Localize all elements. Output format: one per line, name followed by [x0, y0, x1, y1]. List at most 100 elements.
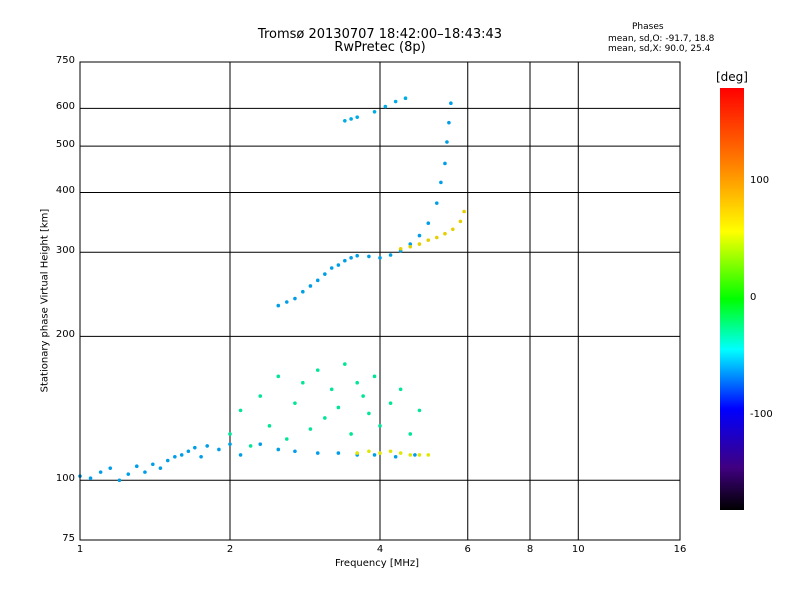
data-point [323, 272, 327, 276]
colorbar-tick-label: 0 [750, 292, 757, 303]
x-tick-label: 2 [226, 544, 234, 555]
data-point [173, 454, 177, 459]
data-point [417, 242, 422, 246]
data-point [267, 424, 272, 428]
data-point [439, 180, 443, 185]
data-point [398, 246, 403, 251]
data-point [388, 401, 393, 405]
colorbar-tick-label: -100 [750, 409, 773, 421]
y-tick-label: 600 [55, 101, 75, 113]
chart-title: Tromsø 20130707 18:42:00–18:43:43 [257, 27, 503, 42]
y-tick-label: 75 [62, 533, 75, 544]
data-point [355, 115, 359, 119]
data-point [349, 256, 353, 260]
data-point [276, 374, 281, 379]
colorbar [720, 88, 744, 510]
data-point [367, 449, 371, 454]
data-point [276, 303, 281, 308]
data-point [193, 445, 197, 450]
data-point [308, 427, 313, 431]
stats-title: Phases [632, 22, 664, 32]
data-point [355, 253, 359, 258]
data-point [343, 362, 347, 366]
data-point [284, 437, 289, 441]
data-point [228, 432, 232, 436]
data-point [108, 466, 113, 470]
data-point [217, 447, 221, 452]
data-point [398, 451, 403, 455]
data-point [449, 101, 453, 105]
data-point [293, 296, 297, 301]
data-point [186, 449, 191, 454]
data-point [308, 284, 313, 288]
x-axis-label: Frequency [MHz] [335, 558, 420, 569]
y-tick-label: 750 [55, 55, 75, 66]
data-point [378, 451, 382, 455]
data-point [413, 453, 417, 457]
data-point [447, 120, 451, 125]
data-point [179, 453, 184, 457]
data-point [329, 387, 334, 392]
stats-x-mode: mean, sd,X: 90.0, 25.4 [608, 44, 711, 54]
data-point [443, 231, 447, 236]
data-point [393, 99, 398, 104]
data-point [434, 201, 439, 205]
data-point [336, 451, 341, 455]
x-tick-label: 4 [376, 544, 384, 555]
data-point [315, 451, 320, 455]
x-tick-label: 16 [673, 544, 687, 555]
y-axis-label: Stationary phase Virtual Height [km] [39, 208, 51, 393]
data-point [349, 432, 353, 436]
data-point [393, 454, 398, 459]
chart-subtitle: RwPretec (8p) [334, 40, 426, 55]
data-point [372, 453, 377, 457]
data-point [462, 209, 466, 214]
data-point [276, 447, 281, 452]
data-point [417, 408, 422, 413]
data-point [426, 453, 431, 457]
data-point [361, 394, 365, 398]
data-point [248, 444, 253, 448]
colorbar-unit: [deg] [716, 70, 748, 84]
data-point [258, 442, 263, 446]
data-point [372, 374, 377, 379]
y-tick-label: 500 [55, 139, 75, 151]
data-point [426, 221, 431, 226]
x-tick-label: 8 [526, 544, 534, 555]
data-point [451, 227, 455, 232]
data-point [408, 244, 413, 249]
data-point [329, 266, 334, 270]
data-point [355, 451, 359, 455]
data-point [343, 119, 347, 123]
data-point [434, 235, 439, 240]
data-point [134, 464, 139, 469]
data-point [205, 444, 209, 448]
data-point [293, 449, 297, 454]
data-point [378, 256, 382, 260]
y-tick-label: 100 [55, 473, 75, 485]
data-point [443, 161, 447, 166]
data-point [98, 470, 103, 474]
data-point [349, 117, 353, 121]
scatter-points [78, 96, 466, 483]
data-point [408, 242, 413, 246]
data-point [458, 219, 463, 224]
data-point [417, 453, 422, 457]
x-tick-label: 1 [76, 544, 84, 555]
data-point [355, 380, 359, 385]
data-point [301, 380, 305, 385]
data-point [367, 254, 371, 259]
data-point [445, 140, 449, 144]
data-point [388, 253, 393, 257]
data-point [343, 258, 347, 263]
data-point [228, 442, 232, 446]
x-tick-label: 10 [571, 544, 585, 555]
colorbar-tick-label: 100 [750, 174, 770, 186]
data-point [301, 289, 305, 294]
data-point [378, 424, 382, 428]
y-tick-label: 200 [55, 329, 75, 341]
data-point [284, 300, 289, 304]
data-point [383, 104, 388, 109]
data-point [367, 411, 371, 416]
